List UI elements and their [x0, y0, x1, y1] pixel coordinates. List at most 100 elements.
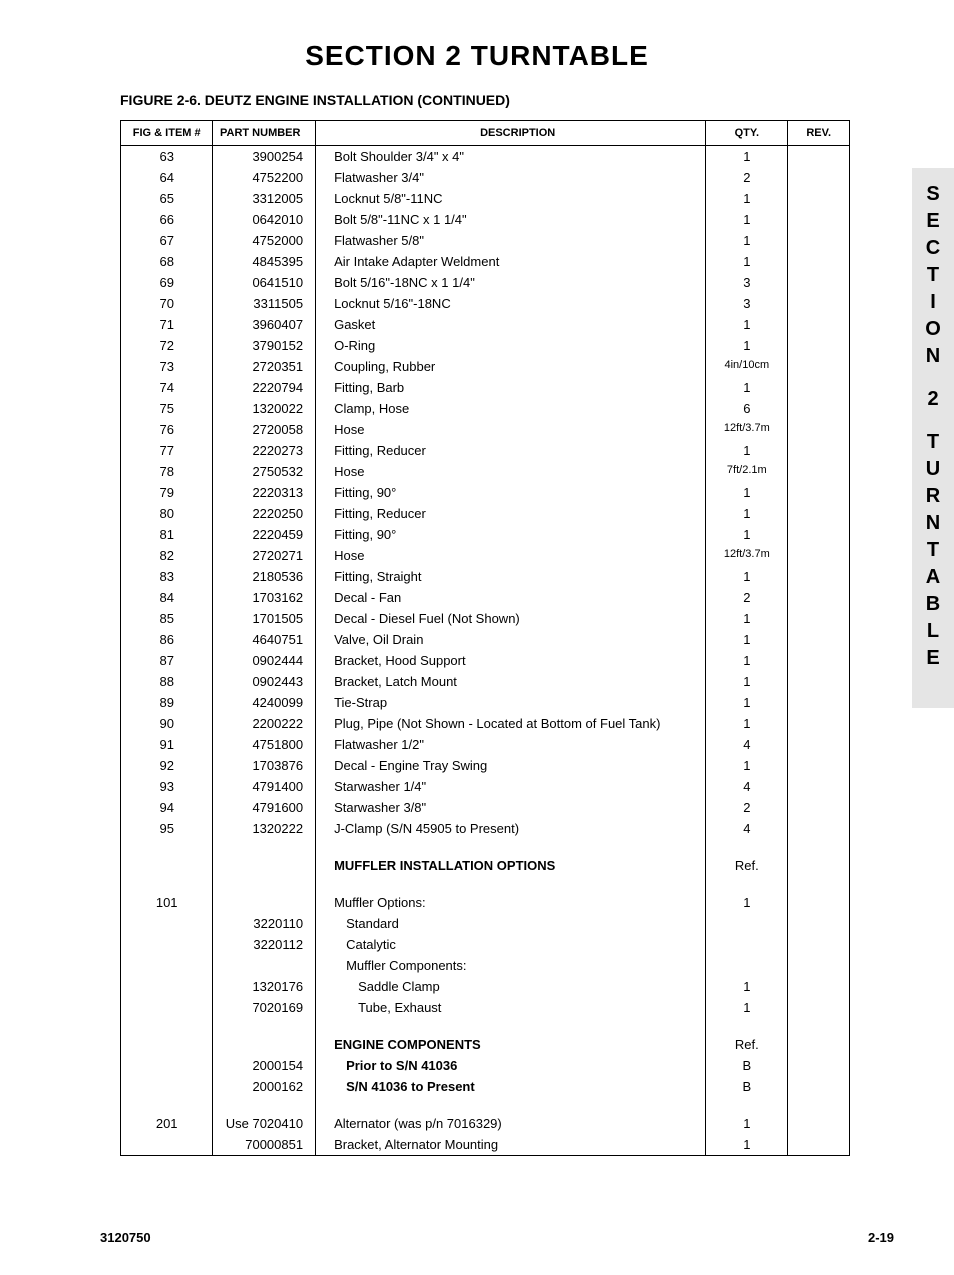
cell-desc: Fitting, 90° [316, 524, 706, 545]
cell-part: 2220250 [213, 503, 316, 524]
cell-qty: Ref. [706, 855, 788, 876]
table-row: 851701505Decal - Diesel Fuel (Not Shown)… [121, 608, 850, 629]
table-row: 703311505Locknut 5/16"-18NC3 [121, 293, 850, 314]
cell-qty: 1 [706, 524, 788, 545]
table-row: ENGINE COMPONENTSRef. [121, 1034, 850, 1055]
header-part: PART NUMBER [213, 121, 316, 146]
table-row: 772220273Fitting, Reducer1 [121, 440, 850, 461]
cell-rev [788, 524, 850, 545]
cell-fig: 67 [121, 230, 213, 251]
cell-fig: 69 [121, 272, 213, 293]
cell-part: 1320222 [213, 818, 316, 839]
cell-fig: 82 [121, 545, 213, 566]
cell-qty: 3 [706, 293, 788, 314]
cell-part: 2200222 [213, 713, 316, 734]
side-tab-letter: O [925, 317, 941, 342]
cell-qty: 1 [706, 314, 788, 335]
cell-part: 1320022 [213, 398, 316, 419]
cell-rev [788, 335, 850, 356]
cell-fig: 75 [121, 398, 213, 419]
header-fig: FIG & ITEM # [121, 121, 213, 146]
cell-rev [788, 419, 850, 440]
side-tab-letter: T [927, 263, 939, 288]
cell-qty: B [706, 1076, 788, 1097]
cell-part: 2000154 [213, 1055, 316, 1076]
cell-fig: 84 [121, 587, 213, 608]
table-row: 762720058Hose12ft/3.7m [121, 419, 850, 440]
table-row: Muffler Components: [121, 955, 850, 976]
table-row: 723790152O-Ring1 [121, 335, 850, 356]
cell-desc: Saddle Clamp [316, 976, 706, 997]
cell-fig: 94 [121, 797, 213, 818]
cell-desc: Locknut 5/16"-18NC [316, 293, 706, 314]
header-qty: QTY. [706, 121, 788, 146]
side-tab-letter: L [927, 619, 939, 644]
cell-desc: Hose [316, 419, 706, 440]
cell-part [213, 955, 316, 976]
cell-part: 0902444 [213, 650, 316, 671]
table-row: MUFFLER INSTALLATION OPTIONSRef. [121, 855, 850, 876]
cell-part: 1703876 [213, 755, 316, 776]
cell-part: 4845395 [213, 251, 316, 272]
cell-part: 3220110 [213, 913, 316, 934]
cell-rev [788, 955, 850, 976]
cell-rev [788, 377, 850, 398]
cell-fig: 90 [121, 713, 213, 734]
table-row: 944791600Starwasher 3/8"2 [121, 797, 850, 818]
cell-rev [788, 566, 850, 587]
cell-qty: 3 [706, 272, 788, 293]
cell-rev [788, 855, 850, 876]
cell-desc: Fitting, Reducer [316, 503, 706, 524]
cell-fig [121, 1055, 213, 1076]
side-tab-letter: R [926, 484, 940, 509]
cell-qty: 1 [706, 209, 788, 230]
cell-rev [788, 650, 850, 671]
cell-fig: 71 [121, 314, 213, 335]
cell-qty: 12ft/3.7m [706, 419, 788, 440]
cell-desc: Plug, Pipe (Not Shown - Located at Botto… [316, 713, 706, 734]
cell-fig: 92 [121, 755, 213, 776]
cell-fig [121, 1134, 213, 1156]
cell-desc: Flatwasher 3/4" [316, 167, 706, 188]
cell-part: 3960407 [213, 314, 316, 335]
cell-rev [788, 692, 850, 713]
cell-rev [788, 997, 850, 1018]
cell-part: 4640751 [213, 629, 316, 650]
table-row: 201Use 7020410Alternator (was p/n 701632… [121, 1113, 850, 1134]
cell-qty: 2 [706, 587, 788, 608]
side-tab-letter: T [927, 538, 939, 563]
cell-desc: Starwasher 3/8" [316, 797, 706, 818]
cell-desc: Hose [316, 461, 706, 482]
cell-fig: 70 [121, 293, 213, 314]
table-row: 7020169Tube, Exhaust1 [121, 997, 850, 1018]
cell-desc: Starwasher 1/4" [316, 776, 706, 797]
section-side-tab: SECTION2TURNTABLE [912, 168, 954, 708]
footer-right: 2-19 [868, 1230, 894, 1245]
table-row: 1320176Saddle Clamp1 [121, 976, 850, 997]
cell-rev [788, 608, 850, 629]
cell-part: 3312005 [213, 188, 316, 209]
cell-qty: 7ft/2.1m [706, 461, 788, 482]
cell-desc: MUFFLER INSTALLATION OPTIONS [316, 855, 706, 876]
cell-qty: 1 [706, 377, 788, 398]
cell-fig: 74 [121, 377, 213, 398]
cell-desc: Decal - Diesel Fuel (Not Shown) [316, 608, 706, 629]
header-desc: DESCRIPTION [316, 121, 706, 146]
cell-fig: 87 [121, 650, 213, 671]
cell-desc: Bolt Shoulder 3/4" x 4" [316, 146, 706, 168]
cell-qty: 1 [706, 251, 788, 272]
cell-fig: 101 [121, 892, 213, 913]
cell-part: 2220313 [213, 482, 316, 503]
cell-part [213, 855, 316, 876]
cell-fig: 65 [121, 188, 213, 209]
side-tab-letter: I [930, 290, 936, 315]
cell-desc: Coupling, Rubber [316, 356, 706, 377]
cell-qty: 4 [706, 818, 788, 839]
cell-part: 2220459 [213, 524, 316, 545]
cell-desc: Bracket, Alternator Mounting [316, 1134, 706, 1156]
cell-qty: 2 [706, 167, 788, 188]
cell-qty: 1 [706, 892, 788, 913]
cell-desc: Hose [316, 545, 706, 566]
cell-fig: 91 [121, 734, 213, 755]
cell-part: 2180536 [213, 566, 316, 587]
